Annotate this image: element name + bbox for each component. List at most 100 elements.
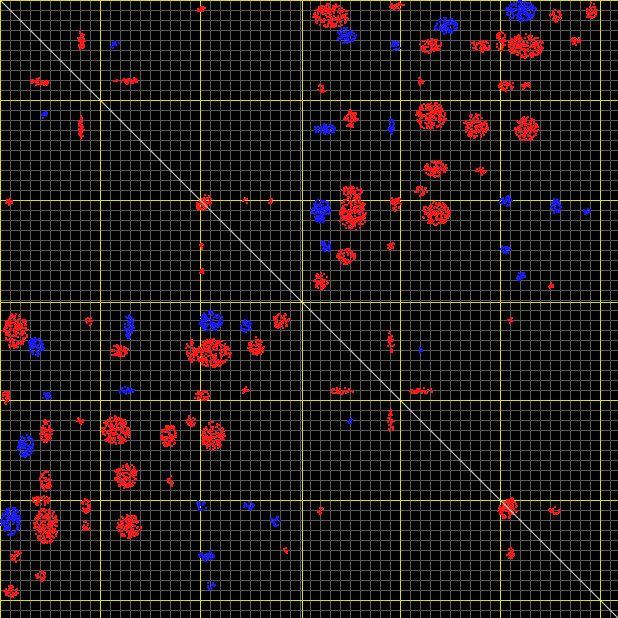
nonzero bbox=[429, 126, 431, 128]
nonzero bbox=[486, 42, 488, 44]
nonzero bbox=[118, 428, 120, 430]
nonzero bbox=[333, 23, 335, 25]
nonzero bbox=[165, 428, 167, 430]
nonzero bbox=[332, 25, 334, 27]
nonzero bbox=[120, 348, 122, 350]
nonzero bbox=[42, 439, 44, 441]
nonzero bbox=[352, 190, 354, 192]
nonzero bbox=[479, 40, 481, 42]
nonzero bbox=[2, 398, 4, 400]
nonzero bbox=[127, 334, 129, 336]
nonzero bbox=[358, 213, 360, 215]
nonzero bbox=[556, 16, 558, 18]
nonzero bbox=[315, 201, 317, 203]
nonzero bbox=[527, 116, 529, 118]
nonzero bbox=[321, 8, 323, 10]
nonzero bbox=[345, 31, 347, 33]
nonzero bbox=[42, 516, 44, 518]
nonzero bbox=[363, 208, 365, 210]
nonzero bbox=[315, 18, 317, 20]
nonzero bbox=[324, 131, 326, 133]
nonzero bbox=[504, 36, 506, 38]
nonzero bbox=[526, 2, 528, 4]
nonzero bbox=[224, 343, 226, 345]
nonzero bbox=[527, 50, 529, 52]
nonzero bbox=[210, 353, 212, 355]
nonzero bbox=[574, 37, 576, 39]
nonzero bbox=[349, 113, 351, 115]
nonzero bbox=[217, 342, 219, 344]
nonzero bbox=[481, 125, 483, 127]
nonzero bbox=[356, 196, 358, 198]
nonzero bbox=[434, 27, 436, 29]
nonzero bbox=[346, 42, 348, 44]
nonzero bbox=[82, 529, 84, 531]
nonzero bbox=[530, 37, 532, 39]
nonzero bbox=[482, 44, 484, 46]
nonzero bbox=[210, 421, 212, 423]
nonzero bbox=[518, 131, 520, 133]
nonzero bbox=[45, 423, 47, 425]
nonzero bbox=[514, 43, 516, 45]
nonzero bbox=[583, 209, 585, 211]
nonzero bbox=[339, 39, 341, 41]
nonzero bbox=[450, 28, 452, 30]
nonzero bbox=[15, 335, 17, 337]
nonzero bbox=[346, 33, 348, 35]
nonzero bbox=[212, 343, 214, 345]
nonzero bbox=[355, 209, 357, 211]
nonzero bbox=[14, 551, 16, 553]
nonzero bbox=[426, 127, 428, 129]
nonzero bbox=[119, 485, 121, 487]
nonzero bbox=[24, 437, 26, 439]
nonzero bbox=[537, 51, 539, 53]
nonzero bbox=[465, 126, 467, 128]
nonzero bbox=[121, 436, 123, 438]
nonzero bbox=[356, 118, 358, 120]
nonzero bbox=[165, 439, 167, 441]
nonzero bbox=[52, 517, 54, 519]
nonzero bbox=[214, 433, 216, 435]
nonzero bbox=[364, 217, 366, 219]
nonzero bbox=[193, 347, 195, 349]
nonzero bbox=[20, 441, 22, 443]
nonzero bbox=[531, 14, 533, 16]
nonzero bbox=[322, 91, 324, 93]
nonzero bbox=[341, 11, 343, 13]
nonzero bbox=[174, 442, 176, 444]
nonzero bbox=[119, 477, 121, 479]
nonzero bbox=[208, 318, 210, 320]
nonzero bbox=[120, 421, 122, 423]
nonzero bbox=[586, 10, 588, 12]
nonzero bbox=[51, 515, 53, 517]
nonzero bbox=[117, 526, 119, 528]
nonzero bbox=[506, 86, 508, 88]
nonzero bbox=[510, 49, 512, 51]
nonzero bbox=[448, 31, 450, 33]
nonzero bbox=[340, 28, 342, 30]
nonzero bbox=[128, 531, 130, 533]
nonzero bbox=[326, 26, 328, 28]
nonzero bbox=[119, 530, 121, 532]
nonzero bbox=[325, 126, 327, 128]
nonzero bbox=[220, 346, 222, 348]
nonzero bbox=[333, 12, 335, 14]
nonzero bbox=[505, 90, 507, 92]
nonzero bbox=[595, 13, 597, 15]
nonzero bbox=[320, 207, 322, 209]
nonzero bbox=[161, 431, 163, 433]
nonzero bbox=[419, 106, 421, 108]
nonzero bbox=[354, 116, 356, 118]
nonzero bbox=[318, 212, 320, 214]
nonzero bbox=[347, 198, 349, 200]
nonzero bbox=[3, 590, 5, 592]
nonzero bbox=[48, 478, 50, 480]
nonzero bbox=[522, 85, 524, 87]
nonzero bbox=[392, 42, 394, 44]
nonzero bbox=[77, 417, 79, 419]
nonzero bbox=[488, 45, 490, 47]
nonzero bbox=[521, 139, 523, 141]
nonzero bbox=[5, 391, 7, 393]
nonzero bbox=[85, 509, 87, 511]
nonzero bbox=[498, 32, 500, 34]
